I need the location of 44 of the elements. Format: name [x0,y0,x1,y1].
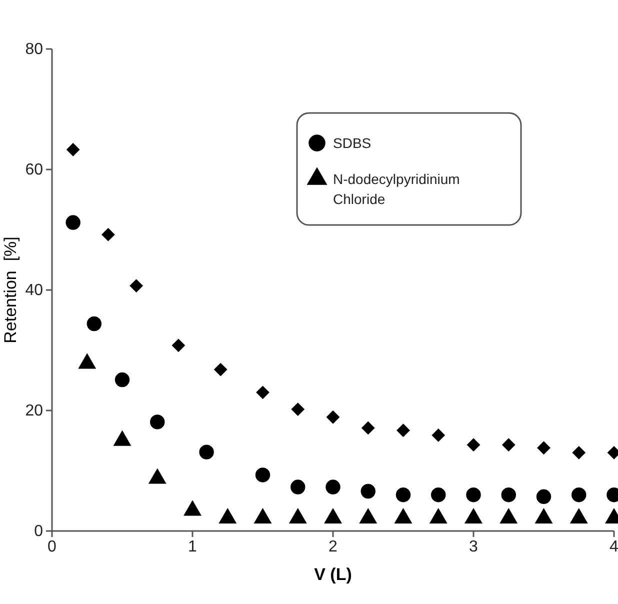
point [66,142,80,156]
y-tick-label: 80 [25,41,44,58]
y-tick-label: 20 [25,402,44,420]
point [326,410,340,424]
y-tick-label: 0 [34,523,44,540]
point [536,489,552,504]
point [291,402,305,416]
point [255,468,270,482]
point [130,279,144,292]
point [537,441,550,455]
point [101,228,115,242]
x-axis-title: V (L) [314,565,352,584]
y-tick-label: 60 [25,162,44,179]
point [360,484,376,499]
point [396,424,410,438]
y-tick-label: 40 [25,282,44,300]
point [466,488,481,502]
y-axis-title: Retention [%] [1,236,20,344]
point [172,338,186,352]
point [66,215,80,230]
x-tick-label: 4 [610,538,618,556]
point [502,438,516,452]
x-tick-label: 0 [48,538,57,556]
point [114,372,130,388]
x-tick-label: 1 [188,538,198,556]
point [214,362,228,376]
point [572,488,586,502]
point [199,444,214,460]
point [466,438,480,452]
point [501,488,516,502]
legend-label: SDBS [333,135,372,151]
point [431,488,446,502]
point [86,316,102,332]
x-tick-label: 3 [469,538,478,556]
point [150,414,165,430]
point [361,421,375,435]
point [572,446,586,460]
legend-label: N-dodecylpyridinium Chloride [333,171,460,207]
point [290,480,306,494]
x-tick-label: 2 [328,538,338,556]
point [256,386,270,400]
point [432,428,446,442]
point [396,488,411,502]
point [326,480,340,494]
